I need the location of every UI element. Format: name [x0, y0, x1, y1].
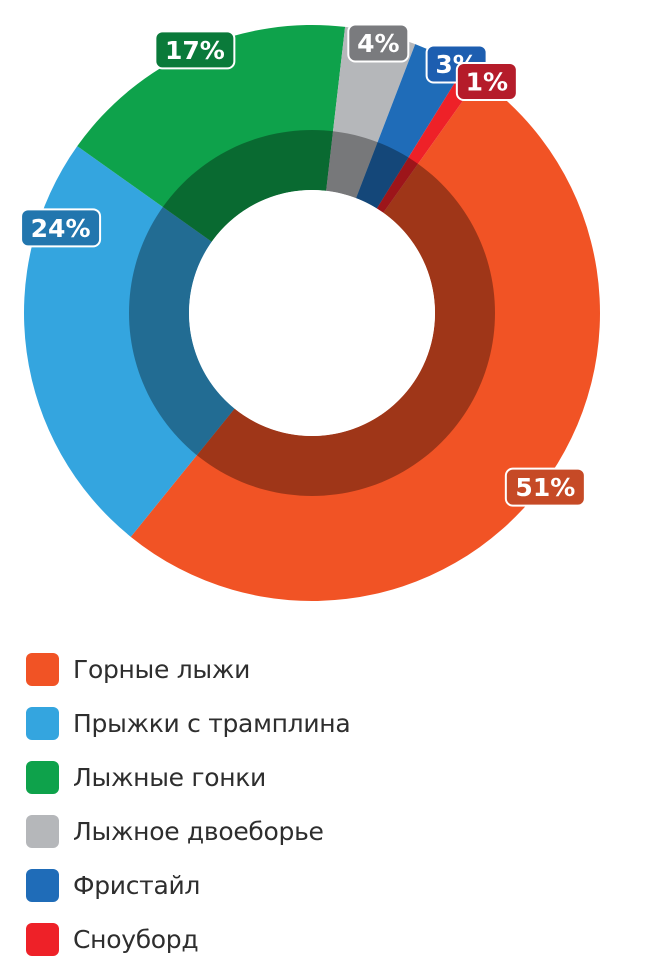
legend-swatch: [26, 814, 59, 848]
legend-label: Горные лыжи: [73, 654, 251, 684]
legend-item: Сноуборд: [26, 912, 350, 966]
legend-label: Лыжное двоеборье: [73, 816, 324, 846]
value-label-badge: [347, 23, 410, 63]
chart-legend: Горные лыжи Прыжки с трамплина Лыжные гонк…: [26, 642, 351, 966]
value-label-4: 4%: [347, 23, 410, 63]
inner-shade-ring: [129, 130, 496, 496]
legend-swatch: [26, 922, 59, 956]
chart-value-labels: 51%24%17% 4%3%1%: [20, 23, 586, 507]
legend-item: Лыжное двоеборье: [26, 804, 350, 858]
value-label-3: 17%: [154, 30, 236, 70]
slice-6: [376, 68, 479, 213]
value-label-text: 51%: [515, 473, 575, 502]
legend-item: Лыжные гонки: [26, 750, 350, 804]
donut-hole: [189, 190, 435, 436]
slice-4: [326, 26, 416, 199]
legend-item: Горные лыжи: [26, 642, 350, 696]
value-label-6: 1%: [455, 61, 518, 101]
value-label-badge: [455, 61, 518, 101]
legend-swatch: [26, 706, 59, 740]
legend-swatch: [26, 760, 59, 794]
legend-swatch: [26, 652, 59, 686]
legend-label: Лыжные гонки: [73, 762, 266, 792]
value-label-badge: [504, 467, 586, 507]
donut-chart: 51%24%17% 4%3%1%: [20, 23, 600, 601]
value-label-2: 24%: [20, 208, 102, 248]
legend-label: Фристайл: [73, 870, 201, 900]
value-label-text: 24%: [31, 214, 91, 243]
legend-item: Фристайл: [26, 858, 350, 912]
value-label-badge: [154, 30, 236, 70]
chart-slices: [23, 25, 600, 601]
value-label-text: 1%: [466, 67, 508, 96]
slice-5: [356, 44, 464, 209]
value-label-1: 51%: [504, 467, 586, 507]
slice-3: [77, 25, 346, 242]
value-label-text: 4%: [357, 29, 399, 58]
legend-label: Прыжки с трамплина: [73, 708, 351, 738]
legend-swatch: [26, 868, 59, 902]
slice-1: [130, 78, 600, 601]
value-label-text: 17%: [165, 36, 225, 65]
legend-label: Сноуборд: [73, 924, 199, 954]
value-label-badge: [20, 208, 102, 248]
legend-item: Прыжки с трамплина: [26, 696, 351, 750]
